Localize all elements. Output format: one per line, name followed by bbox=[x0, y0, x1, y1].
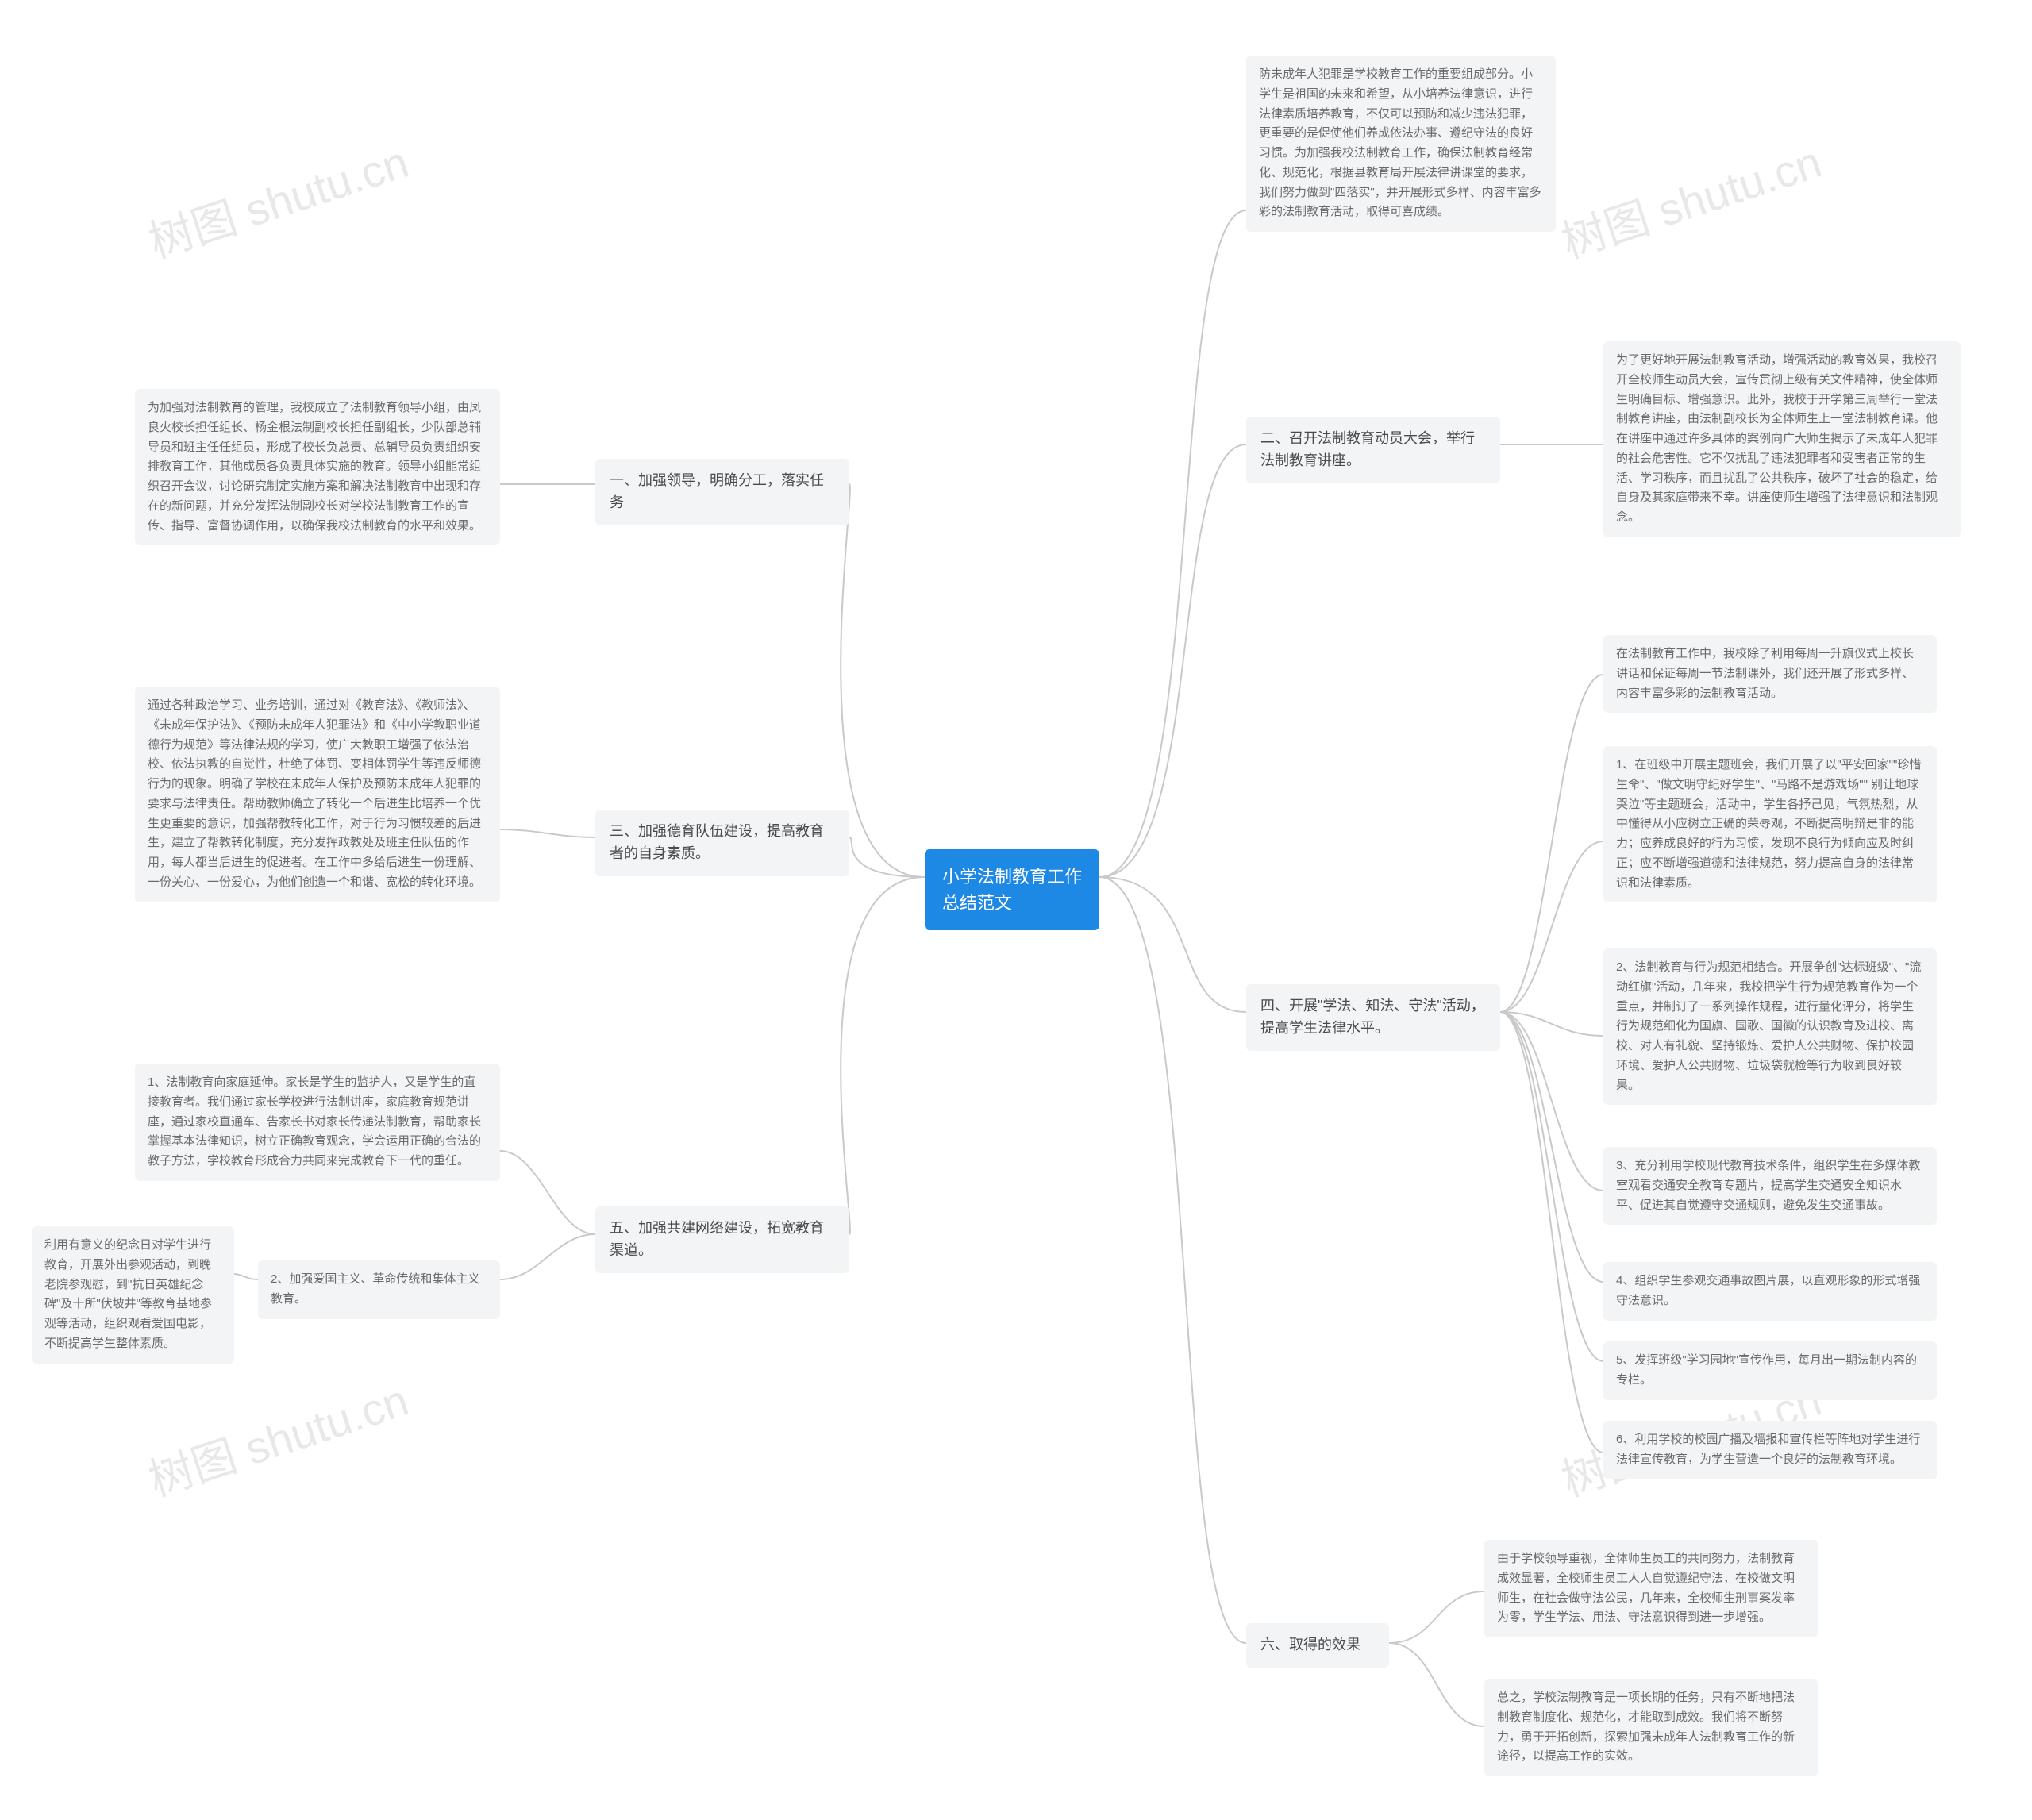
branch-label: 三、加强德育队伍建设，提高教育者的自身素质。 bbox=[610, 823, 824, 861]
branch-label: 六、取得的效果 bbox=[1260, 1637, 1360, 1653]
branch-label: 二、召开法制教育动员大会，举行法制教育讲座。 bbox=[1260, 430, 1475, 468]
leaf-node[interactable]: 1、法制教育向家庭延伸。家长是学生的监护人，又是学生的直接教育者。我们通过家长学… bbox=[135, 1064, 500, 1181]
watermark: 树图 shutu.cn bbox=[140, 127, 416, 271]
branch-section-1[interactable]: 一、加强领导，明确分工，落实任务 bbox=[595, 459, 849, 525]
leaf-text: 为加强对法制教育的管理，我校成立了法制教育领导小组，由凤良火校长担任组长、杨金根… bbox=[148, 401, 481, 533]
leaf-node[interactable]: 2、法制教育与行为规范相结合。开展争创"达标班级"、"流动红旗"活动，几年来，我… bbox=[1603, 948, 1937, 1105]
branch-section-4[interactable]: 四、开展"学法、知法、守法"活动，提高学生法律水平。 bbox=[1246, 984, 1500, 1051]
branch-section-2[interactable]: 二、召开法制教育动员大会，举行法制教育讲座。 bbox=[1246, 417, 1500, 483]
leaf-node[interactable]: 为了更好地开展法制教育活动，增强活动的教育效果，我校召开全校师生动员大会，宣传贯… bbox=[1603, 341, 1961, 537]
leaf-text: 2、加强爱国主义、革命传统和集体主义教育。 bbox=[271, 1272, 479, 1306]
leaf-text: 1、在班级中开展主题班会，我们开展了以"平安回家""珍惜生命"、"做文明守纪好学… bbox=[1616, 758, 1921, 890]
leaf-text: 为了更好地开展法制教育活动，增强活动的教育效果，我校召开全校师生动员大会，宣传贯… bbox=[1616, 353, 1938, 524]
leaf-text: 6、利用学校的校园广播及墙报和宣传栏等阵地对学生进行法律宣传教育，为学生营造一个… bbox=[1616, 1433, 1920, 1466]
leaf-text: 1、法制教育向家庭延伸。家长是学生的监护人，又是学生的直接教育者。我们通过家长学… bbox=[148, 1075, 481, 1168]
leaf-text: 由于学校领导重视，全体师生员工的共同努力，法制教育成效显著，全校师生员工人人自觉… bbox=[1497, 1552, 1795, 1624]
leaf-text: 5、发挥班级"学习园地"宣传作用，每月出一期法制内容的专栏。 bbox=[1616, 1353, 1917, 1387]
leaf-node[interactable]: 1、在班级中开展主题班会，我们开展了以"平安回家""珍惜生命"、"做文明守纪好学… bbox=[1603, 746, 1937, 902]
branch-section-6[interactable]: 六、取得的效果 bbox=[1246, 1623, 1389, 1668]
leaf-node[interactable]: 由于学校领导重视，全体师生员工的共同努力，法制教育成效显著，全校师生员工人人自觉… bbox=[1484, 1540, 1818, 1637]
leaf-node[interactable]: 3、充分利用学校现代教育技术条件，组织学生在多媒体教室观看交通安全教育专题片，提… bbox=[1603, 1147, 1937, 1225]
branch-section-3[interactable]: 三、加强德育队伍建设，提高教育者的自身素质。 bbox=[595, 810, 849, 876]
leaf-text: 在法制教育工作中，我校除了利用每周一升旗仪式上校长讲话和保证每周一节法制课外，我… bbox=[1616, 647, 1914, 700]
branch-section-5[interactable]: 五、加强共建网络建设，拓宽教育渠道。 bbox=[595, 1206, 849, 1273]
root-label: 小学法制教育工作总结范文 bbox=[942, 867, 1082, 913]
watermark: 树图 shutu.cn bbox=[140, 1365, 416, 1510]
intro-paragraph[interactable]: 防未成年人犯罪是学校教育工作的重要组成部分。小学生是祖国的未来和希望，从小培养法… bbox=[1246, 56, 1556, 232]
leaf-node[interactable]: 5、发挥班级"学习园地"宣传作用，每月出一期法制内容的专栏。 bbox=[1603, 1341, 1937, 1400]
leaf-node[interactable]: 为加强对法制教育的管理，我校成立了法制教育领导小组，由凤良火校长担任组长、杨金根… bbox=[135, 389, 500, 545]
watermark: 树图 shutu.cn bbox=[1553, 127, 1829, 271]
leaf-node[interactable]: 通过各种政治学习、业务培训，通过对《教育法》、《教师法》、《未成年保护法》、《预… bbox=[135, 687, 500, 902]
leaf-node[interactable]: 4、组织学生参观交通事故图片展，以直观形象的形式增强守法意识。 bbox=[1603, 1262, 1937, 1321]
leaf-text: 4、组织学生参观交通事故图片展，以直观形象的形式增强守法意识。 bbox=[1616, 1274, 1920, 1307]
leaf-node[interactable]: 2、加强爱国主义、革命传统和集体主义教育。 bbox=[258, 1260, 500, 1319]
leaf-node[interactable]: 6、利用学校的校园广播及墙报和宣传栏等阵地对学生进行法律宣传教育，为学生营造一个… bbox=[1603, 1421, 1937, 1479]
leaf-text: 3、充分利用学校现代教育技术条件，组织学生在多媒体教室观看交通安全教育专题片，提… bbox=[1616, 1159, 1920, 1212]
leaf-node[interactable]: 在法制教育工作中，我校除了利用每周一升旗仪式上校长讲话和保证每周一节法制课外，我… bbox=[1603, 635, 1937, 713]
branch-label: 五、加强共建网络建设，拓宽教育渠道。 bbox=[610, 1220, 824, 1258]
leaf-text: 2、法制教育与行为规范相结合。开展争创"达标班级"、"流动红旗"活动，几年来，我… bbox=[1616, 960, 1921, 1092]
branch-label: 一、加强领导，明确分工，落实任务 bbox=[610, 472, 824, 510]
mindmap-root[interactable]: 小学法制教育工作总结范文 bbox=[925, 849, 1099, 930]
leaf-text: 通过各种政治学习、业务培训，通过对《教育法》、《教师法》、《未成年保护法》、《预… bbox=[148, 698, 481, 889]
leaf-text: 利用有意义的纪念日对学生进行教育，开展外出参观活动，到晚老院参观慰，到"抗日英雄… bbox=[44, 1238, 212, 1350]
leaf-text: 总之，学校法制教育是一项长期的任务，只有不断地把法制教育制度化、规范化，才能取到… bbox=[1497, 1691, 1795, 1763]
leaf-node[interactable]: 利用有意义的纪念日对学生进行教育，开展外出参观活动，到晚老院参观慰，到"抗日英雄… bbox=[32, 1226, 234, 1364]
leaf-text: 防未成年人犯罪是学校教育工作的重要组成部分。小学生是祖国的未来和希望，从小培养法… bbox=[1259, 67, 1541, 218]
branch-label: 四、开展"学法、知法、守法"活动，提高学生法律水平。 bbox=[1260, 998, 1485, 1036]
leaf-node[interactable]: 总之，学校法制教育是一项长期的任务，只有不断地把法制教育制度化、规范化，才能取到… bbox=[1484, 1679, 1818, 1776]
